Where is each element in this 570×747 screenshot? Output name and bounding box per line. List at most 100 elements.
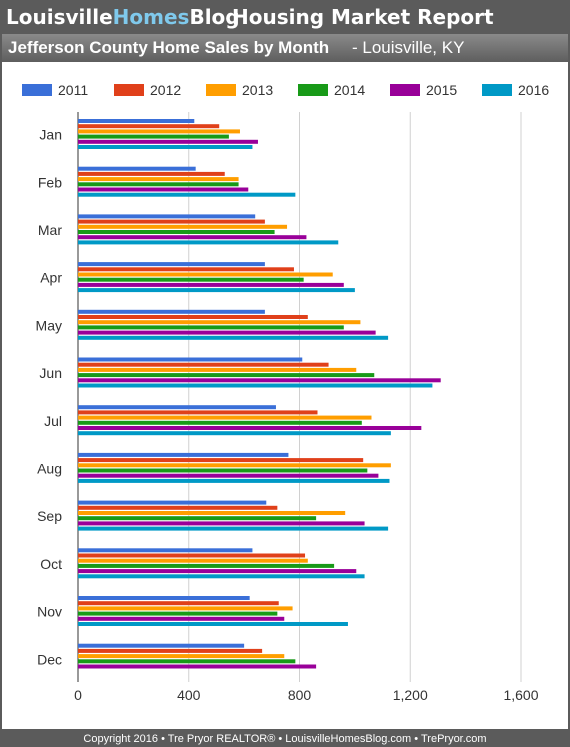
bar-may-2016: [78, 335, 389, 340]
bar-jul-2015: [78, 426, 422, 430]
category-label: Apr: [40, 270, 62, 286]
location-label: - Louisville, KY: [352, 38, 465, 57]
bar-apr-2012: [78, 267, 294, 272]
chart-title: Jefferson County Home Sales by Month: [8, 38, 330, 57]
category-label: Jun: [39, 365, 62, 381]
bar-oct-2011: [78, 548, 253, 553]
category-label: Jan: [39, 127, 62, 143]
bar-sep-2012: [78, 505, 278, 510]
bar-sep-2013: [78, 511, 346, 515]
bar-dec-2012: [78, 648, 263, 653]
legend-label: 2015: [426, 82, 458, 98]
bar-sep-2011: [78, 500, 267, 505]
legend-swatch: [22, 84, 52, 96]
brand-word-louisville: Louisville: [6, 5, 113, 29]
bar-jul-2012: [78, 410, 318, 415]
category-label: Nov: [37, 604, 62, 620]
x-tick-label: 400: [177, 687, 201, 703]
bar-apr-2011: [78, 262, 265, 267]
bar-feb-2015: [78, 187, 249, 192]
category-label: Mar: [38, 222, 62, 238]
bar-nov-2011: [78, 596, 250, 600]
bar-mar-2015: [78, 235, 307, 240]
bar-feb-2013: [78, 177, 239, 182]
bar-mar-2016: [78, 240, 339, 245]
bar-jul-2013: [78, 415, 372, 420]
category-label: May: [36, 317, 62, 333]
bar-jan-2014: [78, 134, 229, 139]
bar-aug-2011: [78, 452, 289, 457]
bar-sep-2014: [78, 516, 317, 521]
bar-aug-2016: [78, 478, 390, 483]
bar-jan-2011: [78, 119, 195, 123]
legend-swatch: [482, 84, 512, 96]
bar-apr-2014: [78, 277, 304, 282]
legend-swatch: [114, 84, 144, 96]
bar-jun-2013: [78, 367, 357, 372]
x-tick-label: 800: [288, 687, 312, 703]
legend-swatch: [298, 84, 328, 96]
bar-mar-2012: [78, 219, 265, 224]
legend-swatch: [390, 84, 420, 96]
report-title: Housing Market Report: [232, 5, 494, 29]
x-tick-label: 0: [74, 687, 82, 703]
bar-oct-2015: [78, 569, 357, 574]
legend-swatch: [206, 84, 236, 96]
bar-sep-2015: [78, 521, 365, 526]
bar-jan-2012: [78, 124, 220, 129]
bar-jun-2016: [78, 383, 433, 388]
bar-aug-2015: [78, 473, 379, 478]
copyright-footer: Copyright 2016 • Tre Pryor REALTOR® • Lo…: [83, 733, 487, 745]
report-header: LouisvilleHomesBlog Housing Market Repor…: [0, 0, 570, 34]
bar-aug-2014: [78, 468, 368, 473]
brand-word-homes: Homes: [112, 5, 190, 29]
bar-dec-2013: [78, 654, 285, 659]
bar-oct-2013: [78, 558, 308, 563]
x-tick-label: 1,200: [393, 687, 428, 703]
bar-feb-2016: [78, 192, 296, 197]
bar-jun-2012: [78, 362, 329, 367]
bar-mar-2014: [78, 230, 275, 234]
bar-feb-2014: [78, 182, 239, 187]
bar-jan-2015: [78, 139, 258, 144]
category-label: Feb: [38, 174, 62, 190]
category-label: Jul: [44, 413, 62, 429]
bar-feb-2011: [78, 166, 196, 171]
bar-jan-2016: [78, 145, 253, 149]
bar-nov-2014: [78, 611, 278, 616]
bar-may-2013: [78, 320, 361, 325]
bar-nov-2016: [78, 622, 348, 626]
bar-oct-2016: [78, 574, 365, 579]
legend-label: 2012: [150, 82, 182, 98]
chart-panel: 2011 2012 2013 2014 2015 2016 0 400 800 1,200 1,6…: [2, 62, 568, 729]
category-label: Sep: [37, 508, 62, 524]
bar-oct-2012: [78, 553, 306, 558]
bar-dec-2014: [78, 659, 296, 664]
bar-nov-2013: [78, 606, 293, 611]
bar-may-2011: [78, 309, 265, 314]
bar-nov-2015: [78, 616, 285, 621]
bar-aug-2013: [78, 463, 391, 468]
bar-dec-2015: [78, 664, 317, 669]
bar-jul-2011: [78, 405, 276, 410]
bar-feb-2012: [78, 171, 225, 176]
bar-may-2012: [78, 315, 308, 319]
bar-may-2015: [78, 330, 376, 335]
legend-label: 2014: [334, 82, 366, 98]
bar-dec-2011: [78, 643, 245, 648]
brand-logo: LouisvilleHomesBlog: [6, 0, 240, 34]
bar-mar-2013: [78, 224, 288, 229]
bar-apr-2016: [78, 288, 355, 293]
brand-word-blog: Blog: [189, 5, 240, 29]
bar-jun-2015: [78, 378, 441, 383]
bar-apr-2013: [78, 272, 333, 277]
bar-mar-2011: [78, 214, 256, 219]
bar-nov-2012: [78, 601, 279, 606]
bar-apr-2015: [78, 282, 344, 287]
x-tick-label: 1,600: [503, 687, 538, 703]
bar-jul-2014: [78, 420, 362, 425]
category-label: Aug: [37, 461, 62, 477]
legend-label: 2016: [518, 82, 550, 98]
bar-aug-2012: [78, 458, 364, 463]
